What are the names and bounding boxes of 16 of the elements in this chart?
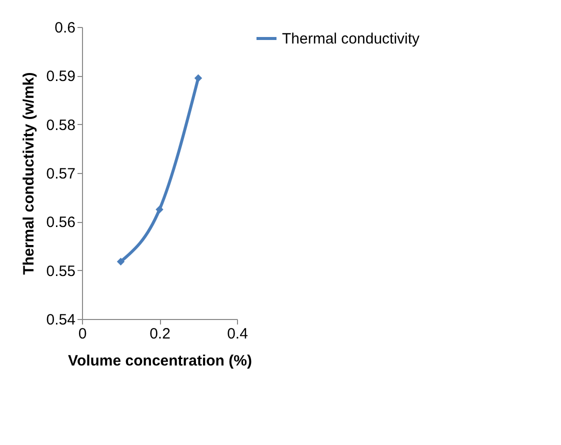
y-tick-label: 0.56 [46,214,76,232]
y-axis-title: Thermal conductivity (w/mk) [20,72,38,275]
point [156,206,164,214]
legend-label: Thermal conductivity [282,30,420,48]
point [116,258,125,266]
x-tick-label: 0.2 [150,326,170,342]
y-tick-label: 0.55 [46,262,76,280]
y-tick-label: 0.6 [54,20,76,36]
y-tick-label: 0.57 [46,166,76,182]
x-axis-title: Volume concentration (%) [68,352,252,370]
y-tick-label: 0.58 [46,116,76,134]
y-tick-label: 0.54 [46,312,76,328]
x-tick-label: 0 [78,326,87,342]
x-tick-label: 0.4 [227,326,248,342]
point [194,74,202,82]
y-tick-label: 0.59 [46,68,76,86]
